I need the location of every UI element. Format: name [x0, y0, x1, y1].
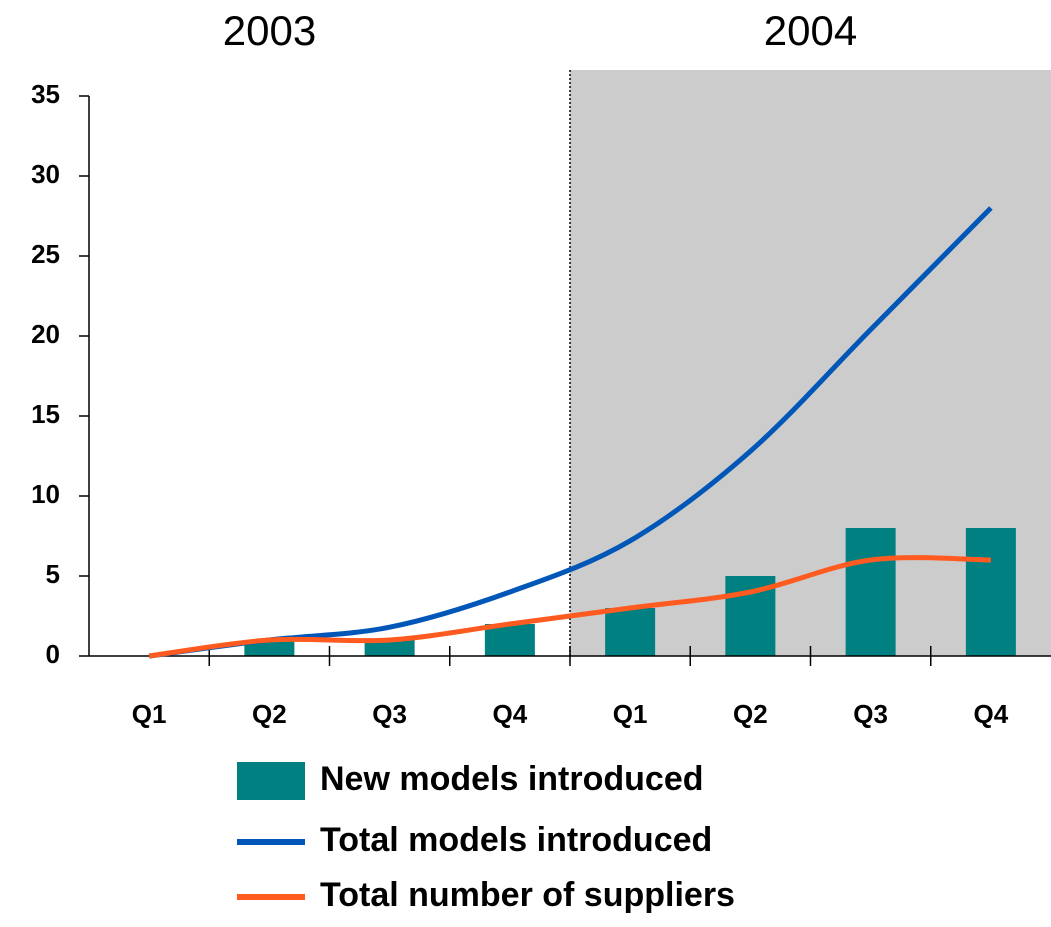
- y-tick-label: 15: [31, 399, 60, 429]
- x-tick-label: Q2: [733, 699, 768, 729]
- x-tick-label: Q4: [493, 699, 528, 729]
- legend-label: New models introduced: [320, 760, 704, 798]
- y-tick-label: 20: [31, 319, 60, 349]
- x-tick-label: Q3: [853, 699, 888, 729]
- group-label: 2004: [764, 7, 857, 54]
- x-tick-label: Q4: [974, 699, 1009, 729]
- x-tick-label: Q1: [132, 699, 167, 729]
- legend-swatch: [237, 762, 305, 800]
- y-tick-label: 25: [31, 239, 60, 269]
- y-tick-label: 10: [31, 479, 60, 509]
- group-label: 2003: [223, 7, 316, 54]
- bar: [605, 608, 656, 656]
- bar: [845, 528, 896, 656]
- legend-label: Total number of suppliers: [320, 876, 735, 914]
- bar: [364, 640, 415, 656]
- bar: [484, 624, 535, 656]
- x-tick-label: Q3: [372, 699, 407, 729]
- legend-label: Total models introduced: [320, 821, 712, 859]
- bar: [965, 528, 1016, 656]
- y-tick-label: 30: [31, 159, 60, 189]
- y-tick-label: 5: [46, 559, 60, 589]
- x-tick-label: Q2: [252, 699, 287, 729]
- y-tick-label: 35: [31, 79, 60, 109]
- line: [148, 555, 991, 659]
- y-tick-label: 0: [46, 639, 60, 669]
- x-tick-label: Q1: [613, 699, 648, 729]
